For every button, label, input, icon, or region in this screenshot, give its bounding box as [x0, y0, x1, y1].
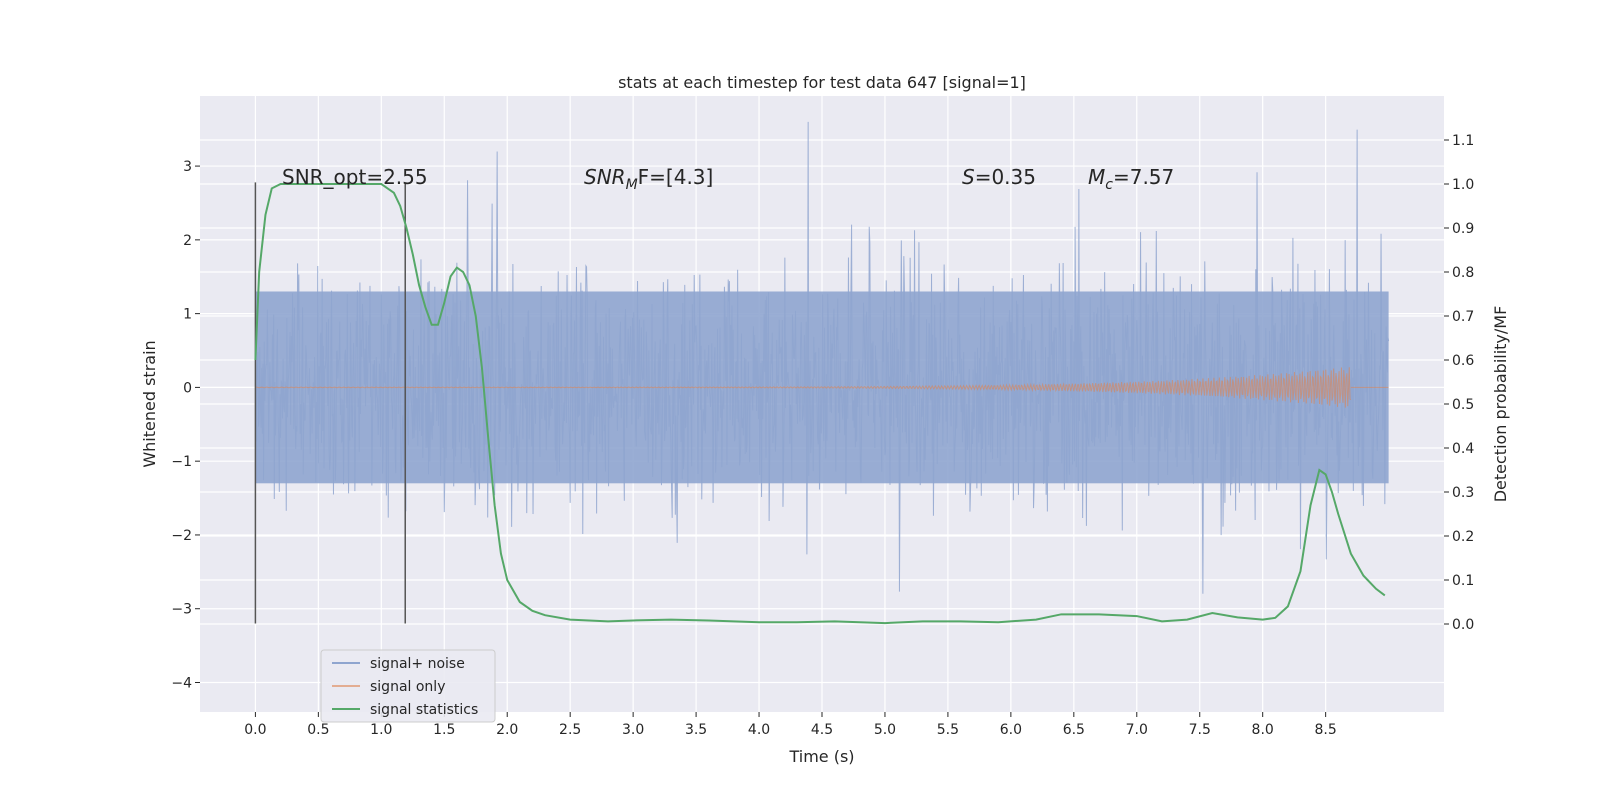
annotation-snr-mf-value: F=[4.3] — [638, 165, 714, 189]
chart-title: stats at each timestep for test data 647… — [618, 73, 1026, 92]
y-right-tick-label: 0.0 — [1452, 617, 1474, 633]
y-left-tick-label: −4 — [171, 675, 192, 691]
y-right-tick-label: 0.5 — [1452, 397, 1474, 413]
vertical-markers — [254, 182, 406, 624]
series-signal-only — [255, 367, 1389, 408]
y-right-tick-label: 0.4 — [1452, 441, 1474, 457]
annotation-snr-mf-symbol: SNR — [584, 165, 626, 189]
x-tick-label: 1.5 — [433, 722, 455, 738]
y-left-tick-label: −2 — [171, 528, 192, 544]
legend-label-signal-statistics: signal statistics — [370, 702, 478, 718]
y-right-tick-label: 0.2 — [1452, 529, 1474, 545]
legend: signal+ noise signal only signal statist… — [320, 649, 496, 723]
y-right-tick-label: 0.8 — [1452, 265, 1474, 281]
annotation-s-value: =0.35 — [975, 165, 1036, 189]
legend-box — [320, 649, 496, 723]
y-left-tick-label: 2 — [183, 233, 192, 249]
y-left-tick-label: −3 — [171, 602, 192, 618]
x-tick-label: 7.5 — [1189, 722, 1211, 738]
annotation-mc-value: =7.57 — [1113, 165, 1174, 189]
annotation-s: S=0.35 — [962, 165, 1036, 189]
x-tick-label: 0.5 — [307, 722, 329, 738]
annotation-snr-mf-subscript: M — [626, 177, 638, 193]
x-tick-label: 5.5 — [937, 722, 959, 738]
annotation-snr-mf: SNRMF=[4.3] — [584, 165, 713, 193]
y-ticks-right: 0.0 0.1 0.2 0.3 0.4 0.5 0.6 0.7 0.8 0.9 1.0 1.1 — [1444, 133, 1474, 633]
signal-only-trace — [255, 367, 1352, 408]
x-tick-label: 2.0 — [496, 722, 518, 738]
x-tick-label: 0.0 — [244, 722, 266, 738]
annotation-mc-subscript: c — [1105, 177, 1113, 193]
x-tick-label: 4.0 — [748, 722, 770, 738]
y-left-tick-label: 1 — [183, 307, 192, 323]
y-left-tick-label: 3 — [183, 159, 192, 175]
y-right-tick-label: 0.1 — [1452, 573, 1474, 589]
x-ticks: 0.0 0.5 1.0 1.5 2.0 2.5 3.0 3.5 4.0 4.5 5.0 5.5 6.0 6… — [244, 712, 1337, 738]
x-tick-label: 4.5 — [811, 722, 833, 738]
x-tick-label: 8.5 — [1315, 722, 1337, 738]
y-right-tick-label: 0.7 — [1452, 309, 1474, 325]
x-tick-label: 8.0 — [1252, 722, 1274, 738]
signal-statistics-line — [254, 183, 1386, 625]
y-left-tick-label: −1 — [171, 454, 192, 470]
x-tick-label: 1.0 — [370, 722, 392, 738]
y-right-tick-label: 0.6 — [1452, 353, 1474, 369]
annotation-mc-symbol: M — [1088, 165, 1105, 189]
y-left-tick-label: 0 — [183, 380, 192, 396]
y-axis-label-right: Detection probability/MF — [1491, 306, 1510, 503]
y-right-tick-label: 1.0 — [1452, 177, 1474, 193]
y-right-tick-label: 1.1 — [1452, 133, 1474, 149]
x-tick-label: 6.0 — [1000, 722, 1022, 738]
y-ticks-left: −4 −3 −2 −1 0 1 2 3 — [171, 159, 200, 691]
y-axis-label-left: Whitened strain — [140, 340, 159, 467]
x-tick-label: 5.0 — [874, 722, 896, 738]
legend-label-signal-only: signal only — [370, 679, 445, 695]
x-tick-label: 3.0 — [622, 722, 644, 738]
x-tick-label: 3.5 — [685, 722, 707, 738]
legend-label-signal-noise: signal+ noise — [370, 656, 465, 672]
y-right-tick-label: 0.9 — [1452, 221, 1474, 237]
x-tick-label: 2.5 — [559, 722, 581, 738]
annotation-s-symbol: S — [962, 165, 975, 189]
annotation-snr-opt: SNR_opt=2.55 — [282, 165, 428, 189]
x-axis-label: Time (s) — [788, 747, 854, 766]
annotation-mc: Mc=7.57 — [1088, 165, 1174, 193]
x-tick-label: 6.5 — [1063, 722, 1085, 738]
y-right-tick-label: 0.3 — [1452, 485, 1474, 501]
series-signal-statistics — [254, 183, 1386, 625]
x-tick-label: 7.0 — [1126, 722, 1148, 738]
